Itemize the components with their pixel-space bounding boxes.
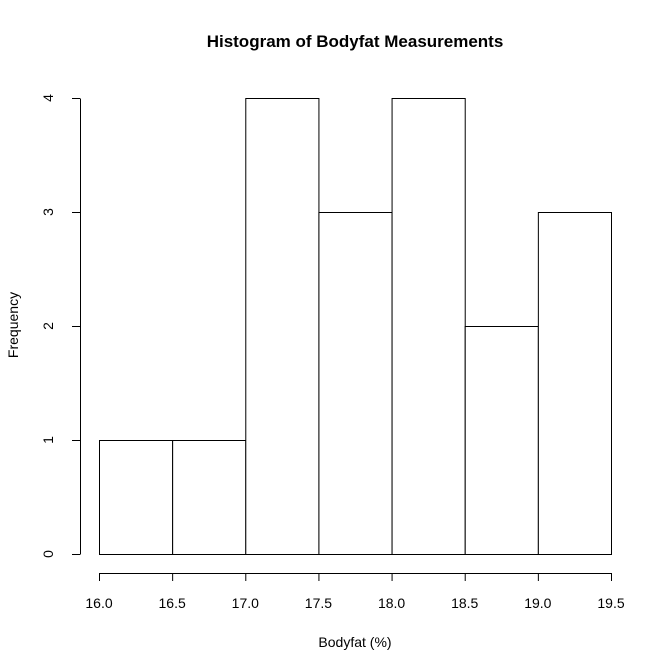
y-axis-label: Frequency bbox=[5, 292, 21, 358]
histogram-bar-0 bbox=[99, 440, 174, 555]
histogram-bar-3 bbox=[318, 212, 393, 555]
y-tick-label-0: 0 bbox=[40, 550, 56, 558]
histogram-bar-1 bbox=[172, 440, 247, 555]
x-tick-label-3: 17.5 bbox=[305, 595, 332, 611]
x-axis: 16.0 16.5 17.0 17.5 18.0 18.5 19.0 19.5 bbox=[85, 573, 625, 611]
x-axis-label: Bodyfat (%) bbox=[318, 634, 391, 650]
histogram-bar-5 bbox=[464, 326, 539, 555]
y-tick-label-2: 2 bbox=[40, 322, 56, 330]
chart-title: Histogram of Bodyfat Measurements bbox=[207, 32, 504, 51]
x-tick-label-2: 17.0 bbox=[232, 595, 259, 611]
x-tick-label-7: 19.5 bbox=[597, 595, 624, 611]
x-tick-label-4: 18.0 bbox=[378, 595, 405, 611]
y-tick-label-1: 1 bbox=[40, 436, 56, 444]
x-tick-label-5: 18.5 bbox=[451, 595, 478, 611]
bars-group bbox=[99, 98, 612, 555]
x-tick-label-1: 16.5 bbox=[159, 595, 186, 611]
y-axis: 0 1 2 3 4 bbox=[40, 94, 81, 558]
histogram-bar-6 bbox=[537, 212, 612, 555]
histogram-bar-4 bbox=[391, 98, 466, 555]
x-tick-label-6: 19.0 bbox=[524, 595, 551, 611]
y-tick-label-4: 4 bbox=[40, 94, 56, 102]
histogram-bar-2 bbox=[245, 98, 320, 555]
y-tick-label-3: 3 bbox=[40, 208, 56, 216]
x-tick-label-0: 16.0 bbox=[85, 595, 112, 611]
